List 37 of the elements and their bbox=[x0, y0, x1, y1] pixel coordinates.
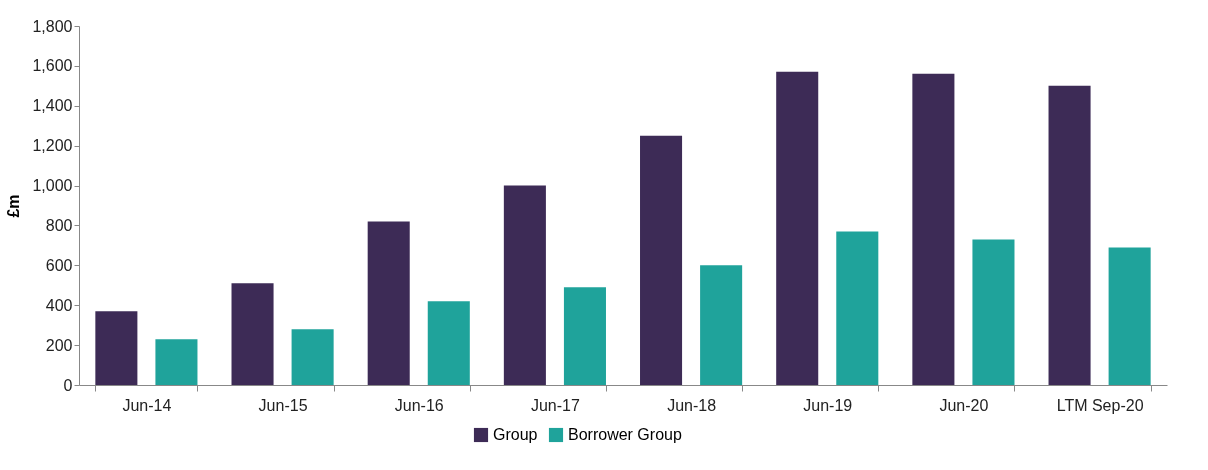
y-tick-label: 1,400 bbox=[32, 97, 73, 115]
x-tick-label: Jun-17 bbox=[530, 396, 580, 414]
y-axis-title: £m bbox=[5, 194, 23, 218]
x-tick-label: LTM Sep-20 bbox=[1056, 396, 1144, 414]
y-tick-label: 1,600 bbox=[32, 57, 73, 75]
y-tick-label: 400 bbox=[45, 296, 73, 314]
bar bbox=[972, 239, 1015, 385]
x-tick-label: Jun-20 bbox=[939, 396, 989, 414]
legend-label: Borrower Group bbox=[568, 426, 682, 443]
x-tick-label: Jun-19 bbox=[803, 396, 853, 414]
bar bbox=[367, 221, 410, 385]
bar bbox=[503, 185, 546, 385]
x-tick-label: Jun-15 bbox=[258, 396, 308, 414]
y-tick-label: 1,000 bbox=[32, 177, 73, 195]
bar bbox=[836, 231, 879, 385]
bar bbox=[776, 71, 819, 385]
bar bbox=[912, 73, 955, 385]
y-tick-label: 1,800 bbox=[32, 17, 73, 35]
bar bbox=[95, 311, 138, 385]
y-tick-label: 200 bbox=[45, 336, 73, 354]
x-tick-label: Jun-16 bbox=[394, 396, 444, 414]
x-tick-label: Jun-14 bbox=[122, 396, 172, 414]
bar bbox=[427, 301, 470, 385]
bar bbox=[1108, 247, 1151, 385]
bar bbox=[563, 287, 606, 385]
bar bbox=[700, 265, 743, 385]
bar bbox=[155, 339, 198, 385]
y-tick-label: 0 bbox=[63, 376, 73, 394]
y-tick-label: 800 bbox=[45, 216, 73, 234]
bar bbox=[640, 135, 683, 385]
bar bbox=[1048, 85, 1091, 385]
bar bbox=[231, 283, 274, 385]
bar bbox=[291, 329, 334, 385]
y-tick-label: 600 bbox=[45, 256, 73, 274]
legend-label: Group bbox=[493, 426, 538, 443]
x-tick-label: Jun-18 bbox=[667, 396, 717, 414]
y-tick-label: 1,200 bbox=[32, 137, 73, 155]
